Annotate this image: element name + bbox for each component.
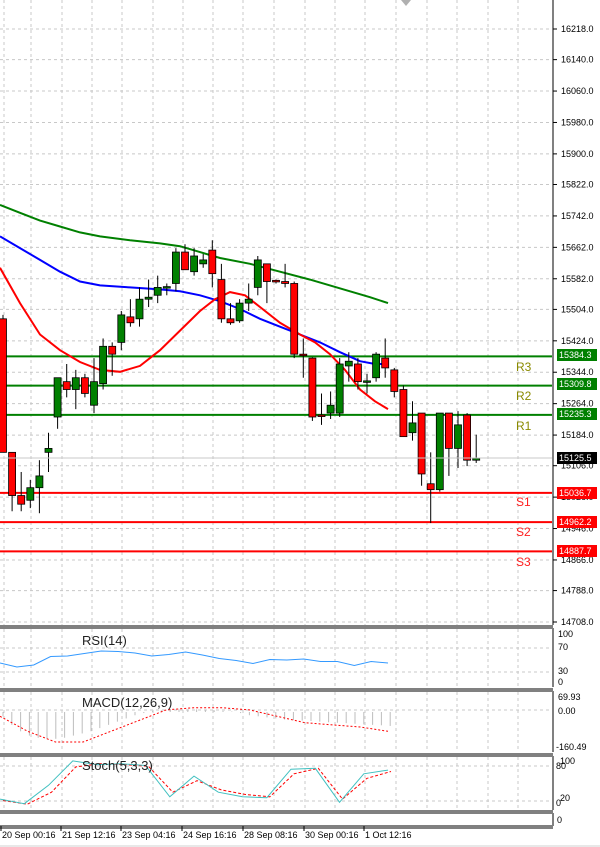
- ma-fast-line: [0, 267, 389, 410]
- r2-price-label: 15309.8: [559, 379, 592, 389]
- level-label-r3: R3: [516, 360, 532, 374]
- r1-price-label: 15235.3: [559, 409, 592, 419]
- s2-price-badge: [557, 516, 597, 528]
- stoch-tick-80: 80: [556, 761, 566, 771]
- price-tick: 16218.0: [561, 24, 594, 34]
- stoch-signal-line: [2, 763, 392, 805]
- r3-price-label: 15384.3: [559, 350, 592, 360]
- macd-signal-line: [0, 707, 389, 743]
- empty-indicator-panel[interactable]: 0: [0, 810, 562, 827]
- price-tick: 15424.0: [561, 336, 594, 346]
- time-tick-label: 1 Oct 12:16: [365, 830, 412, 840]
- level-label-s3: S3: [516, 555, 531, 569]
- chart-shift-marker-icon[interactable]: [401, 0, 411, 6]
- time-tick-label: 21 Sep 12:16: [62, 830, 116, 840]
- level-label-r1: R1: [516, 419, 532, 433]
- price-tick: 15582.0: [561, 274, 594, 284]
- current-price-label: 15125.5: [559, 453, 592, 463]
- ma-slow-line: [0, 203, 389, 305]
- macd-tick-min: -160.49: [556, 742, 587, 752]
- price-panel[interactable]: R3 R2 R1 S1 S2 S3: [0, 0, 553, 625]
- price-tick: 14946.0: [561, 524, 594, 534]
- stoch-main-line: [0, 760, 389, 805]
- stoch-title: Stoch(5,3,3): [82, 758, 153, 773]
- price-tick: 15184.0: [561, 430, 594, 440]
- macd-tick-max: 69.93: [558, 692, 581, 702]
- candlesticks: [0, 240, 481, 524]
- price-tick: 14866.0: [561, 555, 594, 565]
- level-label-s1: S1: [516, 495, 531, 509]
- macd-histogram: [2, 709, 391, 739]
- level-label-r2: R2: [516, 389, 532, 403]
- rsi-tick-0: 0: [558, 677, 563, 687]
- current-price-badge: [557, 452, 597, 464]
- time-tick-label: 20 Sep 00:16: [2, 830, 56, 840]
- price-tick: 15822.0: [561, 180, 594, 190]
- price-tick: 15980.0: [561, 117, 594, 127]
- price-tick: 15662.0: [561, 242, 594, 252]
- time-tick-label: 24 Sep 16:16: [183, 830, 237, 840]
- price-tick: 15504.0: [561, 304, 594, 314]
- s2-price-label: 14962.2: [559, 517, 592, 527]
- s1-price-label: 15036.7: [559, 488, 592, 498]
- macd-panel[interactable]: MACD(12,26,9) 69.93 0.00 -160.49: [0, 688, 587, 752]
- price-tick: 14708.0: [561, 617, 594, 627]
- stoch-tick-100: 100: [560, 756, 575, 766]
- price-tick: 15900.0: [561, 149, 594, 159]
- moving-averages: [0, 203, 389, 410]
- time-tick-label: 23 Sep 04:16: [122, 830, 176, 840]
- rsi-tick-30: 30: [558, 666, 568, 676]
- price-tick: 15106.0: [561, 461, 594, 471]
- s3-price-label: 14887.7: [559, 546, 592, 556]
- level-label-s2: S2: [516, 525, 531, 539]
- rsi-panel[interactable]: RSI(14) 100 70 30 0: [0, 625, 573, 687]
- rsi-title: RSI(14): [82, 633, 127, 648]
- stoch-tick-0: 0: [556, 798, 561, 808]
- s3-price-badge: [557, 545, 597, 557]
- price-tick: 15264.0: [561, 399, 594, 409]
- s1-price-badge: [557, 487, 597, 499]
- ma-medium-line: [0, 235, 388, 365]
- macd-title: MACD(12,26,9): [82, 695, 172, 710]
- price-tick: 16060.0: [561, 86, 594, 96]
- stochastic-panel[interactable]: Stoch(5,3,3) 100 80 20 0: [0, 753, 575, 810]
- price-tick: 14788.0: [561, 586, 594, 596]
- price-tick: 16140.0: [561, 55, 594, 65]
- rsi-tick-100: 100: [558, 629, 573, 639]
- rsi-line: [0, 650, 389, 668]
- rsi-tick-70: 70: [558, 642, 568, 652]
- r1-price-badge: [557, 408, 597, 420]
- empty-panel-tick: 0: [557, 815, 562, 825]
- price-tick: 15742.0: [561, 211, 594, 221]
- r2-price-badge: [557, 378, 597, 390]
- stoch-tick-20: 20: [560, 793, 570, 803]
- time-axis[interactable]: 20 Sep 00:16 21 Sep 12:16 23 Sep 04:16 24 S…: [0, 826, 553, 840]
- macd-tick-zero: 0.00: [558, 706, 576, 716]
- time-tick-label: 28 Sep 08:16: [244, 830, 298, 840]
- time-tick-label: 30 Sep 00:16: [305, 830, 359, 840]
- price-tick: 15344.0: [561, 367, 594, 377]
- price-axis[interactable]: 16218.0 16140.0 16060.0 15980.0 15900.0 15822…: [552, 0, 597, 627]
- price-grid: [0, 0, 553, 625]
- r3-price-badge: [557, 349, 597, 361]
